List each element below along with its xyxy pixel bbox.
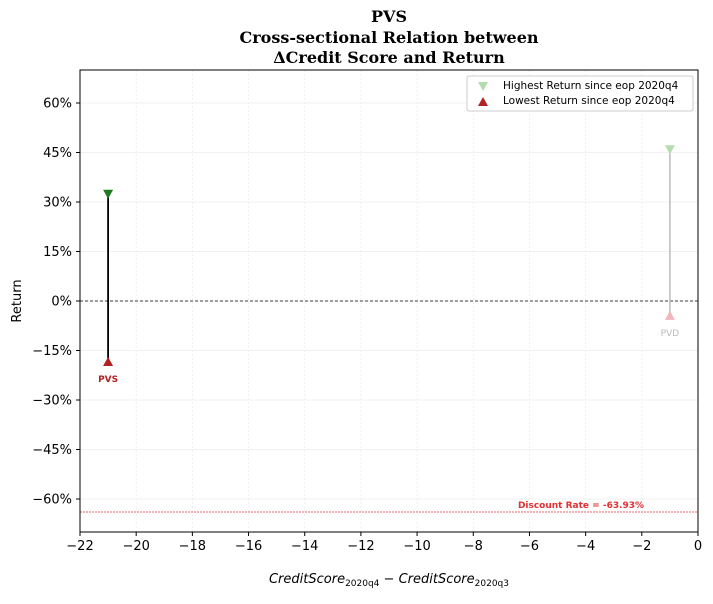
high-marker-pvs — [103, 189, 114, 199]
ticks-layer: −22 −20 −18 −16 −14 −12 −10 −8 −6 −4 −2 060%45%30%1… — [32, 97, 702, 555]
x-tick-label: −12 — [347, 539, 374, 554]
high-marker-pvd — [664, 145, 675, 155]
y-tick-label: 45% — [43, 146, 72, 161]
x-tick-label: −6 — [520, 539, 539, 554]
chart-title-line-3: ΔCredit Score and Return — [273, 48, 505, 67]
x-tick-label: 0 — [694, 539, 702, 554]
y-tick-label: 15% — [43, 245, 72, 260]
x-tick-label: −8 — [464, 539, 483, 554]
data-layer: PVS PVD — [98, 145, 679, 385]
y-tick-label: −60% — [32, 493, 72, 508]
x-axis-label-sub2: 2020q3 — [475, 579, 509, 589]
chart-title-line-2: Cross-sectional Relation between — [240, 28, 539, 47]
legend-box — [466, 75, 694, 112]
y-tick-label: 30% — [43, 196, 72, 211]
legend-high-label: Highest Return since eop 2020q4 — [503, 80, 679, 92]
x-tick-label: −14 — [291, 539, 318, 554]
x-axis-label-minus: − — [379, 572, 398, 587]
low-marker-pvs — [103, 357, 114, 367]
y-tick-label: 60% — [43, 97, 72, 112]
chart-title-line-1: PVS — [371, 7, 407, 26]
point-label-pvs: PVS — [98, 375, 118, 385]
x-tick-label: −22 — [66, 539, 93, 554]
x-tick-label: −2 — [632, 539, 651, 554]
legend-low-label: Lowest Return since eop 2020q4 — [503, 95, 675, 107]
x-tick-label: −4 — [576, 539, 595, 554]
legend: Highest Return since eop 2020q4 Lowest R… — [466, 75, 694, 112]
y-axis-label: Return — [10, 279, 25, 322]
y-tick-label: −15% — [32, 344, 72, 359]
x-tick-label: −10 — [403, 539, 430, 554]
y-tick-label: 0% — [51, 295, 72, 310]
y-tick-label: −45% — [32, 443, 72, 458]
reference-lines: Discount Rate = -63.93% — [80, 300, 698, 513]
x-axis-label-main: CreditScore — [269, 572, 345, 587]
low-marker-pvd — [664, 310, 675, 320]
y-tick-label: −30% — [32, 394, 72, 409]
x-tick-label: −16 — [235, 539, 262, 554]
x-axis-label-sub1: 2020q4 — [345, 579, 380, 589]
x-tick-label: −18 — [179, 539, 206, 554]
x-tick-label: −20 — [122, 539, 149, 554]
legend-high-marker — [478, 82, 488, 91]
point-label-pvd: PVD — [661, 329, 680, 339]
discount-rate-label: Discount Rate = -63.93% — [518, 501, 644, 511]
legend-low-marker — [478, 97, 488, 106]
x-axis-label-main-2: CreditScore — [399, 572, 475, 587]
x-axis-label: CreditScore2020q4 − CreditScore2020q3 — [269, 572, 509, 589]
